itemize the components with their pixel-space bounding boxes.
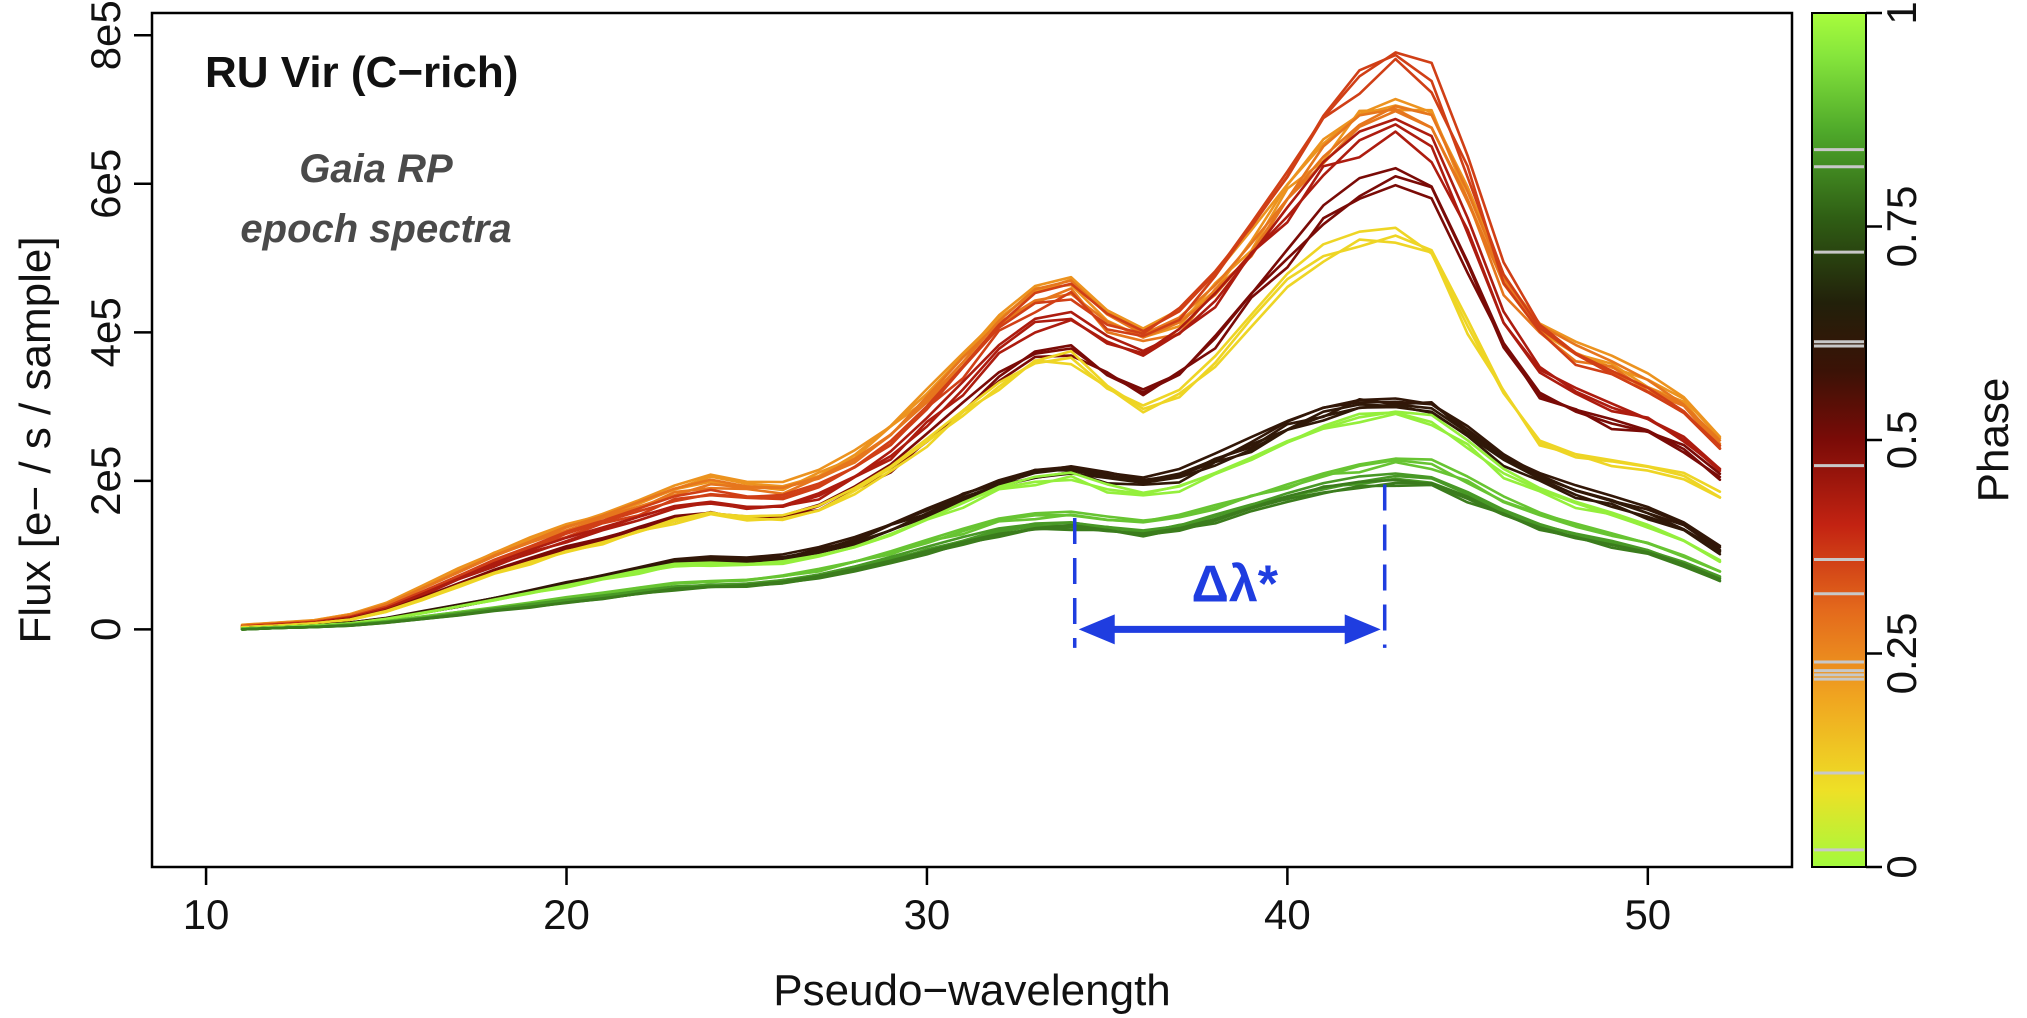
series-5 xyxy=(240,226,1722,629)
y-tick-label-4: 8e5 xyxy=(82,0,129,70)
colorbar-marks xyxy=(1814,148,1864,852)
colorbar xyxy=(1811,12,1867,868)
colorbar-tick-label-1: 0.25 xyxy=(1878,613,1925,695)
series-11 xyxy=(240,478,1722,631)
x-tick-label-0: 10 xyxy=(183,891,230,938)
colorbar-tick-label-4: 1 xyxy=(1878,1,1925,24)
series-8 xyxy=(240,410,1722,630)
y-tick-label-3: 6e5 xyxy=(82,149,129,219)
subtitle-line-1: Gaia RP xyxy=(299,147,453,191)
colorbar-tick-label-0: 0 xyxy=(1878,855,1925,878)
colorbar-label: Phase xyxy=(1969,378,2018,503)
annotation-arrow-head-right xyxy=(1344,614,1381,645)
y-axis-label: Flux [e− / s / sample] xyxy=(11,236,60,643)
series-1-epoch-2 xyxy=(240,105,1722,627)
series-1 xyxy=(240,105,1722,628)
subtitle-line-2: epoch spectra xyxy=(240,207,511,251)
series-3-epoch-1 xyxy=(240,123,1722,629)
series-10-epoch-2 xyxy=(240,472,1722,631)
annotation-label: Δλ* xyxy=(1191,555,1278,613)
series-5-epoch-2 xyxy=(240,226,1722,629)
series-7-epoch-0 xyxy=(240,405,1722,630)
series-layer xyxy=(240,51,1722,631)
x-tick-label-4: 50 xyxy=(1624,891,1671,938)
colorbar-ticks: 0 0.25 0.5 0.75 1 xyxy=(1866,1,1925,879)
series-4-epoch-2 xyxy=(240,166,1722,630)
y-tick-label-1: 2e5 xyxy=(82,446,129,516)
series-7 xyxy=(240,403,1722,630)
plot-frame xyxy=(150,11,1794,869)
series-11-epoch-2 xyxy=(240,478,1722,631)
x-axis: 10 20 30 40 50 xyxy=(183,867,1671,938)
series-8-epoch-2 xyxy=(240,410,1722,630)
series-6-epoch-1 xyxy=(240,400,1722,630)
series-7-epoch-1 xyxy=(240,403,1722,630)
y-tick-label-2: 4e5 xyxy=(82,297,129,367)
delta-lambda-annotation: Δλ* xyxy=(1072,484,1387,648)
colorbar-tick-label-2: 0.5 xyxy=(1878,411,1925,469)
series-8-epoch-1 xyxy=(240,411,1722,630)
series-2-epoch-2 xyxy=(240,51,1722,628)
x-tick-label-2: 30 xyxy=(904,891,951,938)
y-axis: 0 2e5 4e5 6e5 8e5 xyxy=(82,0,152,641)
colorbar-tick-label-3: 0.75 xyxy=(1878,186,1925,268)
series-6-epoch-0 xyxy=(240,398,1722,630)
x-axis-label: Pseudo−wavelength xyxy=(773,966,1171,1015)
series-3-epoch-2 xyxy=(240,117,1722,629)
series-6-epoch-2 xyxy=(240,397,1722,630)
x-tick-label-3: 40 xyxy=(1264,891,1311,938)
chart-title: RU Vir (C−rich) xyxy=(205,48,518,97)
series-4-epoch-0 xyxy=(240,183,1722,630)
x-tick-label-1: 20 xyxy=(543,891,590,938)
series-11-epoch-1 xyxy=(240,481,1722,631)
series-8-epoch-0 xyxy=(240,412,1722,630)
series-0-epoch-1 xyxy=(240,104,1722,627)
series-3 xyxy=(240,117,1722,629)
annotation-arrow-head-left xyxy=(1078,614,1115,645)
series-7-epoch-2 xyxy=(240,403,1722,630)
y-tick-label-0: 0 xyxy=(82,618,129,641)
